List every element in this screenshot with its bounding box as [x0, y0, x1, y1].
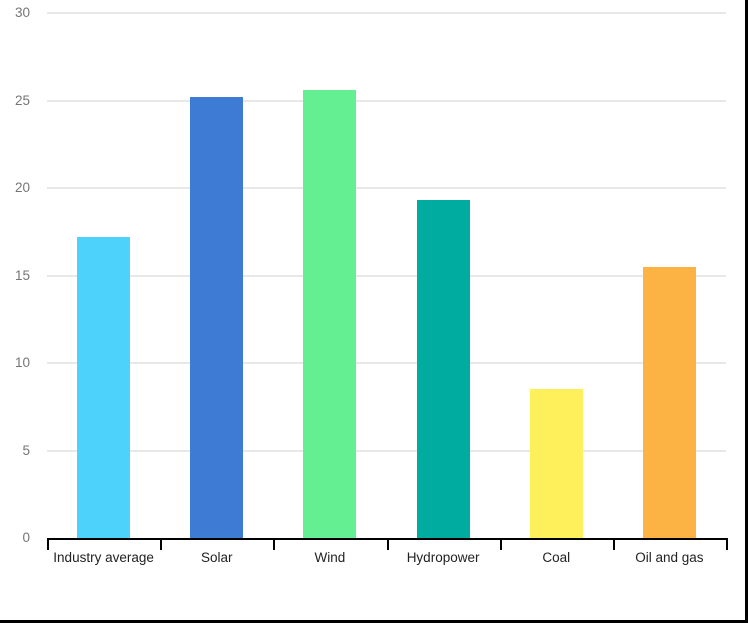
y-axis-tick-label: 0: [22, 530, 30, 545]
y-gridline: [47, 362, 726, 364]
y-axis-tick-label: 20: [14, 180, 30, 195]
x-axis-category-label: Solar: [200, 550, 233, 565]
x-axis-category-label: Oil and gas: [635, 550, 704, 565]
y-axis-tick-label: 25: [14, 92, 30, 108]
x-axis-tick: [499, 538, 502, 550]
y-gridline: [47, 187, 726, 189]
x-axis-tick: [160, 538, 163, 550]
x-axis-tick: [726, 538, 728, 550]
y-axis-tick-label: 15: [14, 267, 30, 283]
y-axis-tick-label: 30: [14, 5, 30, 20]
y-axis-tick-label: 5: [22, 442, 30, 458]
bar-coal[interactable]: [529, 389, 583, 538]
x-axis-category-label: Hydropower: [406, 550, 480, 565]
bar-oil-and-gas[interactable]: [642, 266, 696, 538]
x-axis-tick: [273, 538, 276, 550]
x-axis-tick: [386, 538, 389, 550]
x-axis-tick: [612, 538, 615, 550]
x-axis-category-label: Wind: [314, 550, 346, 565]
y-axis-tick-label: 10: [14, 355, 30, 370]
bar-wind[interactable]: [303, 90, 357, 538]
x-axis-tick: [47, 538, 49, 550]
bar-hydropower[interactable]: [416, 200, 470, 538]
y-gridline: [47, 99, 726, 102]
x-axis-category-label: Coal: [542, 550, 571, 565]
bar-solar[interactable]: [190, 97, 244, 538]
x-axis-category-label: Industry average: [53, 550, 154, 565]
y-gridline: [47, 12, 726, 14]
y-gridline: [47, 449, 726, 452]
bar-industry-average[interactable]: [77, 237, 131, 538]
y-gridline: [47, 274, 726, 277]
